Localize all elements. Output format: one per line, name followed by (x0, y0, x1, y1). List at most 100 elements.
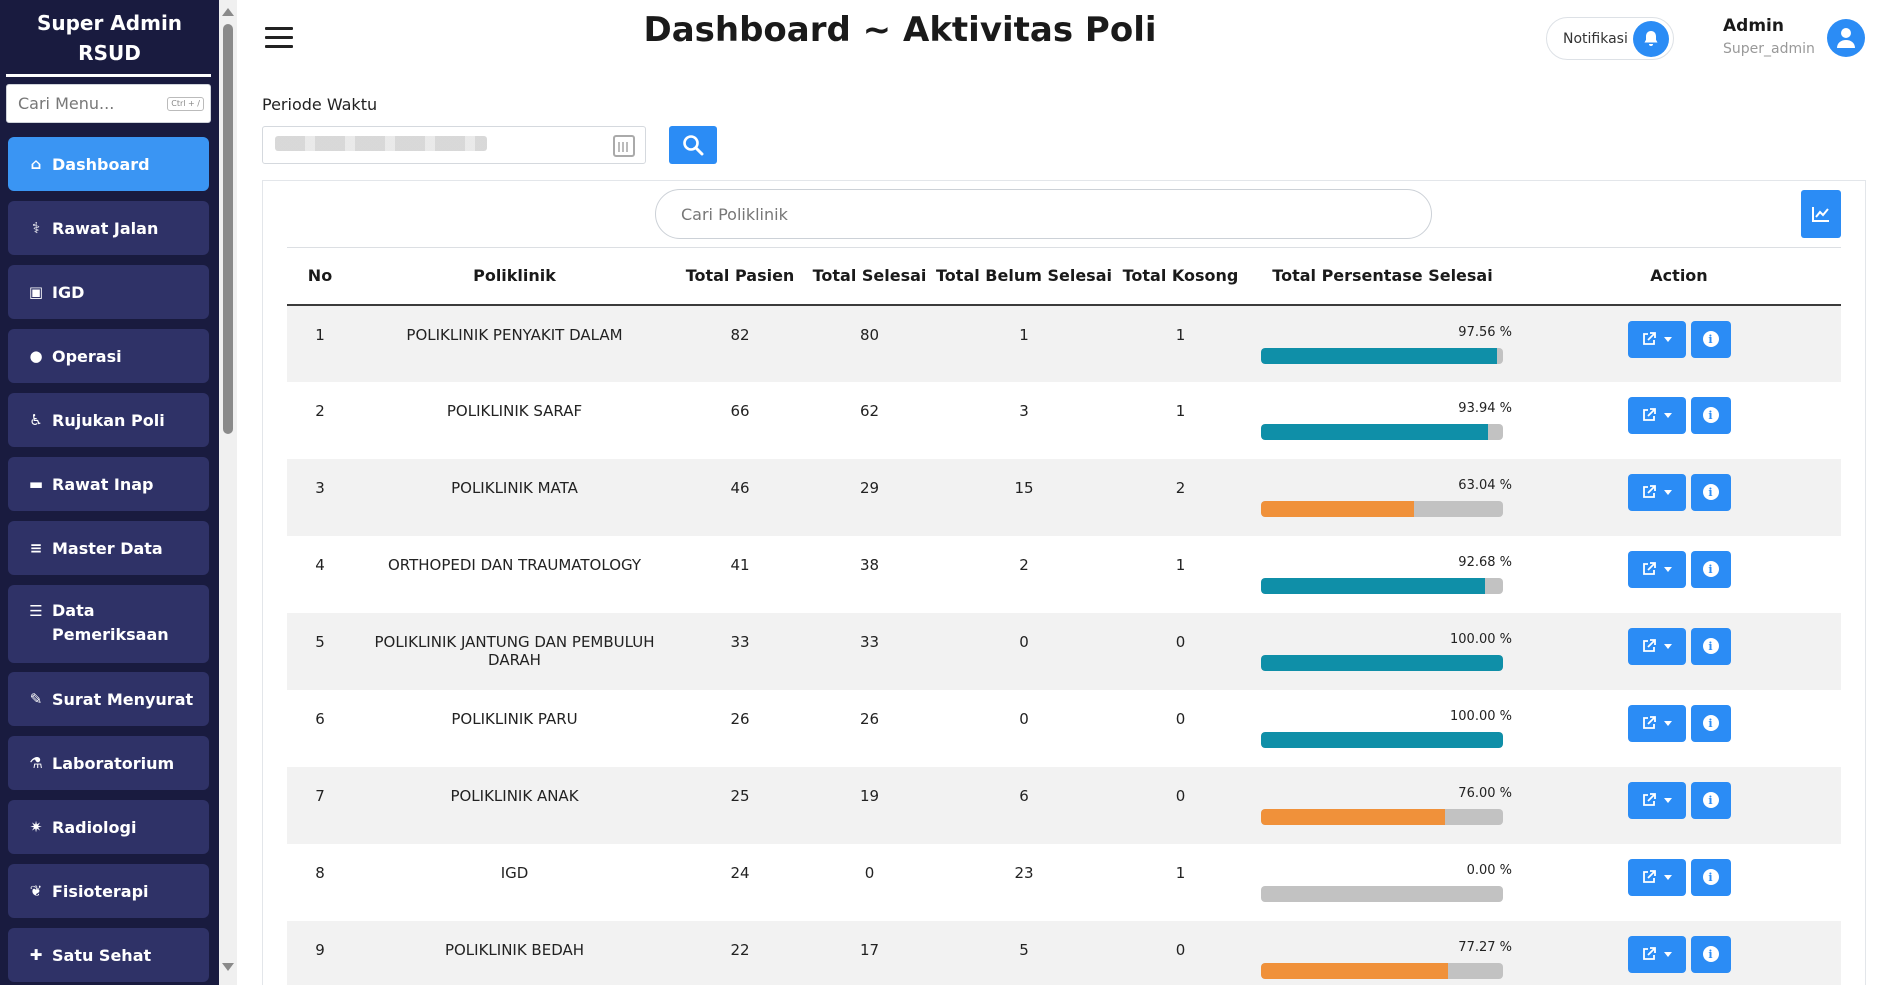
database-icon: ≡ (29, 539, 43, 557)
info-button[interactable]: i (1690, 550, 1731, 588)
open-dropdown-button[interactable] (1627, 550, 1686, 588)
cell-poli: POLIKLINIK JANTUNG DAN PEMBULUH DARAH (374, 632, 655, 669)
table-row: 5 POLIKLINIK JANTUNG DAN PEMBULUH DARAH 33… (287, 612, 1841, 690)
external-link-icon (1642, 870, 1656, 883)
progress-bar (1261, 423, 1503, 440)
sidebar-item-rawat-jalan[interactable]: ⚕ Rawat Jalan (8, 201, 209, 255)
poliklinik-search-input[interactable] (656, 190, 1431, 238)
info-button[interactable]: i (1690, 320, 1731, 358)
cell-no: 9 (315, 940, 325, 959)
sidebar-scrollbar[interactable] (219, 0, 237, 985)
percentage-text: 100.00 % (1450, 631, 1512, 647)
sidebar-item-satu-sehat[interactable]: ✚ Satu Sehat (8, 928, 209, 982)
col-poliklinik[interactable]: Poliklinik (353, 247, 676, 306)
scroll-thumb[interactable] (223, 24, 233, 434)
cell-selesai: 17 (859, 940, 880, 959)
cell-action: i (1517, 536, 1841, 613)
info-button[interactable]: i (1690, 935, 1731, 973)
cell-poli: POLIKLINIK SARAF (446, 401, 583, 420)
cell-action: i (1517, 690, 1841, 767)
user-role: Super_admin (1723, 41, 1815, 57)
table-header-row: No Poliklinik Total Pasien Total Selesai… (287, 247, 1841, 306)
progress-fill (1261, 654, 1503, 671)
open-dropdown-button[interactable] (1627, 473, 1686, 511)
external-link-icon (1642, 332, 1656, 345)
col-total-kosong[interactable]: Total Kosong (1113, 247, 1248, 306)
poliklinik-search[interactable] (655, 189, 1432, 239)
sidebar-item-label: Rawat Jalan (52, 218, 159, 238)
sidebar-item-label: Rujukan Poli (52, 410, 165, 430)
col-no[interactable]: No (287, 247, 353, 306)
notification-button[interactable]: Notifikasi (1546, 17, 1674, 60)
cell-belum: 0 (1019, 709, 1029, 728)
chart-button[interactable] (1801, 190, 1841, 238)
sidebar: Super Admin RSUD Ctrl + / ⌂ Dashboard ⚕ Raw… (0, 0, 219, 985)
cell-pasien: 24 (730, 863, 750, 882)
search-button[interactable] (669, 126, 717, 164)
info-button[interactable]: i (1690, 858, 1731, 896)
scroll-up-arrow[interactable] (222, 8, 234, 16)
col-total-belum-selesai[interactable]: Total Belum Selesai (935, 247, 1113, 306)
open-dropdown-button[interactable] (1627, 320, 1686, 358)
progress-fill (1261, 731, 1503, 748)
open-dropdown-button[interactable] (1627, 935, 1686, 973)
col-total-persentase[interactable]: Total Persentase Selesai (1248, 247, 1517, 306)
cell-no: 1 (315, 325, 325, 344)
cell-persentase: 97.56 % (1248, 305, 1517, 382)
info-button[interactable]: i (1690, 781, 1731, 819)
open-dropdown-button[interactable] (1627, 781, 1686, 819)
sidebar-item-surat-menyurat[interactable]: ✎ Surat Menyurat (8, 672, 209, 726)
cell-kosong: 0 (1175, 786, 1186, 805)
menu-search[interactable]: Ctrl + / (6, 84, 211, 123)
scroll-down-arrow[interactable] (222, 963, 234, 971)
cell-persentase: 76.00 % (1248, 767, 1517, 844)
info-icon: i (1702, 715, 1719, 731)
sidebar-item-radiologi[interactable]: ✷ Radiologi (8, 800, 209, 854)
chevron-down-icon (1663, 336, 1672, 342)
sidebar-item-fisioterapi[interactable]: ❦ Fisioterapi (8, 864, 209, 918)
user-avatar-icon[interactable] (1827, 19, 1865, 57)
sidebar-item-master-data[interactable]: ≡ Master Data (8, 521, 209, 575)
sidebar-item-igd[interactable]: ▣ IGD (8, 265, 209, 319)
date-range-input[interactable] (262, 126, 646, 164)
percentage-text: 93.94 % (1458, 400, 1512, 416)
progress-fill (1261, 423, 1489, 440)
info-icon: i (1702, 331, 1719, 347)
menu-toggle-button[interactable] (265, 27, 293, 49)
cell-persentase: 0.00 % (1248, 844, 1517, 921)
sidebar-item-dashboard[interactable]: ⌂ Dashboard (8, 137, 209, 191)
info-button[interactable]: i (1690, 473, 1731, 511)
cell-poli: POLIKLINIK MATA (451, 478, 578, 497)
cell-kosong: 0 (1175, 709, 1186, 728)
info-button[interactable]: i (1690, 627, 1731, 665)
sidebar-item-rawat-inap[interactable]: ▬ Rawat Inap (8, 457, 209, 511)
open-dropdown-button[interactable] (1627, 704, 1686, 742)
cell-kosong: 1 (1175, 401, 1186, 420)
sidebar-item-rujukan-poli[interactable]: ♿ Rujukan Poli (8, 393, 209, 447)
radiation-icon: ✷ (29, 818, 43, 836)
cell-belum: 1 (1019, 325, 1029, 344)
cell-selesai: 33 (859, 632, 880, 651)
percentage-text: 76.00 % (1458, 785, 1512, 801)
info-button[interactable]: i (1690, 704, 1731, 742)
open-dropdown-button[interactable] (1627, 396, 1686, 434)
info-button[interactable]: i (1690, 396, 1731, 434)
percentage-text: 92.68 % (1458, 554, 1512, 570)
cell-belum: 2 (1019, 555, 1029, 574)
chevron-down-icon (1663, 951, 1672, 957)
col-total-pasien[interactable]: Total Pasien (676, 247, 804, 306)
cell-no: 4 (315, 555, 325, 574)
menu-search-input[interactable] (7, 85, 157, 122)
open-dropdown-button[interactable] (1627, 858, 1686, 896)
col-total-selesai[interactable]: Total Selesai (804, 247, 935, 306)
sidebar-item-data-pemeriksaan[interactable]: ☰ Data Pemeriksaan (8, 585, 209, 663)
open-dropdown-button[interactable] (1627, 627, 1686, 665)
sidebar-item-operasi[interactable]: ● Operasi (8, 329, 209, 383)
progress-bar (1261, 885, 1503, 902)
cell-action: i (1517, 921, 1841, 985)
brand-line2: RSUD (78, 41, 141, 65)
progress-fill (1261, 347, 1498, 364)
sidebar-item-laboratorium[interactable]: ⚗ Laboratorium (8, 736, 209, 790)
calendar-icon[interactable] (613, 135, 635, 157)
